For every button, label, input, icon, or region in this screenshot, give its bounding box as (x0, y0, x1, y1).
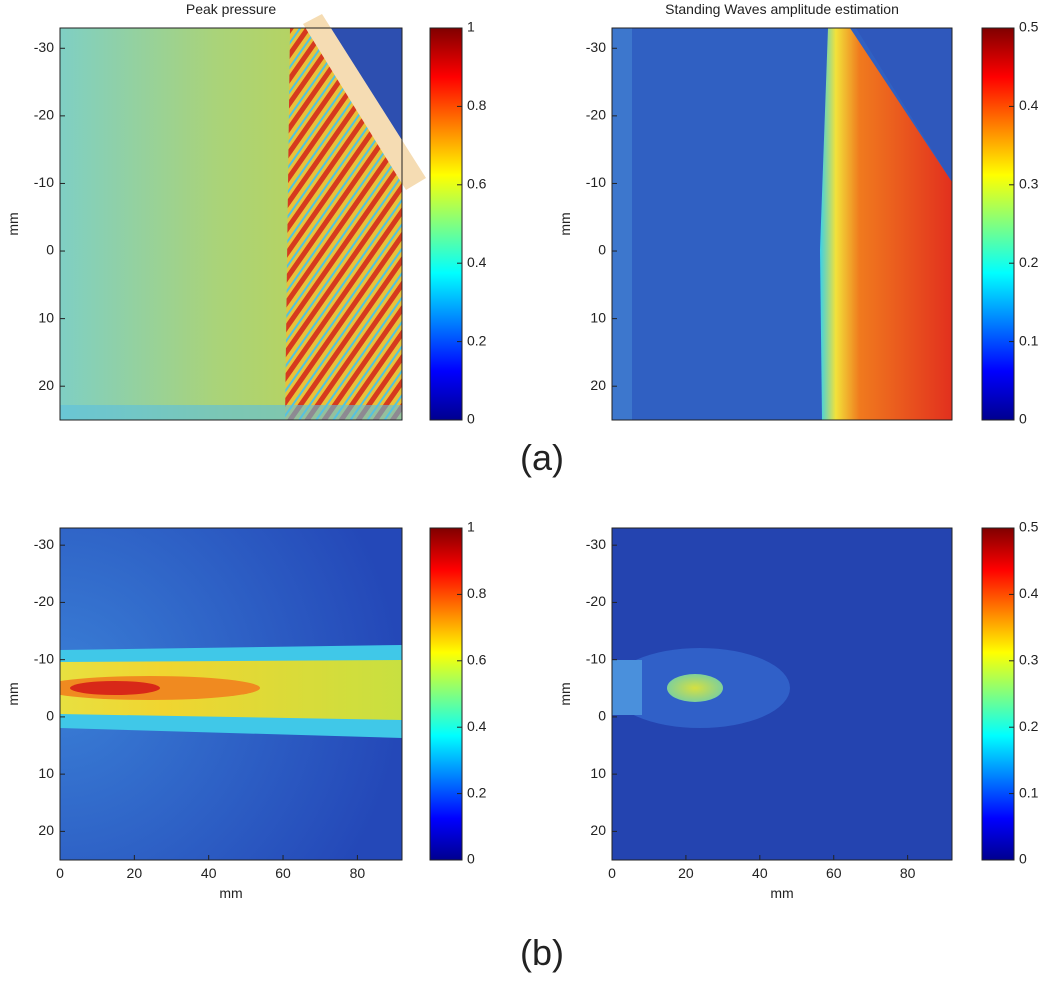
plot-frame (59, 527, 403, 861)
panel-label: (b) (520, 932, 564, 973)
plot-frame (611, 527, 953, 861)
field-shadow (856, 28, 952, 182)
y-tick-label: 10 (38, 765, 54, 781)
colorbar-tick-label: 0.4 (467, 254, 487, 270)
colorbar (429, 527, 463, 861)
y-tick-label: 10 (590, 765, 606, 781)
plot-frame (59, 27, 403, 421)
colorbar-tick-label: 1 (467, 19, 475, 35)
y-tick-label: -10 (586, 174, 606, 190)
x-tick-label: 80 (900, 865, 916, 881)
field (612, 528, 952, 860)
colorbar-tick-label: 0 (1019, 851, 1027, 867)
x-axis-label: mm (770, 885, 793, 901)
colorbar-tick-label: 1 (467, 519, 475, 535)
colorbar-tick-label: 0.8 (467, 585, 487, 601)
colorbar-tick-label: 0.2 (467, 784, 487, 800)
y-tick-label: 0 (46, 242, 54, 258)
x-tick-label: 0 (608, 865, 616, 881)
y-tick-label: 0 (46, 708, 54, 724)
y-tick-label: -10 (586, 650, 606, 666)
colorbar-tick-label: 0.3 (1019, 652, 1039, 668)
colorbar-tick-label: 0 (467, 851, 475, 867)
colorbar-tick-label: 0.5 (1019, 519, 1039, 535)
y-tick-label: -20 (586, 107, 606, 123)
y-tick-label: -10 (34, 650, 54, 666)
colorbar-tick-label: 0.4 (1019, 97, 1039, 113)
colorbar-tick-label: 0.4 (1019, 585, 1039, 601)
y-axis-label: mm (5, 212, 21, 235)
y-tick-label: -20 (34, 107, 54, 123)
colorbar-tick-label: 0.8 (467, 97, 487, 113)
y-tick-label: -30 (586, 536, 606, 552)
colorbar (981, 527, 1015, 861)
y-axis-label: mm (557, 682, 573, 705)
colorbar-tick-label: 0.2 (1019, 254, 1039, 270)
x-tick-label: 20 (127, 865, 143, 881)
x-tick-label: 60 (826, 865, 842, 881)
colorbar-tick-label: 0.3 (1019, 176, 1039, 192)
field-wedge (820, 28, 952, 420)
plot-frame (611, 27, 953, 421)
colorbar-tick-label: 0.6 (467, 652, 487, 668)
y-tick-label: -20 (586, 593, 606, 609)
panel-label: (a) (520, 437, 564, 478)
colorbar-tick-label: 0 (467, 411, 475, 427)
x-tick-label: 60 (275, 865, 291, 881)
y-tick-label: 0 (598, 242, 606, 258)
field (60, 528, 402, 860)
colorbar-tick-label: 0.5 (1019, 19, 1039, 35)
field-edge (612, 660, 642, 715)
x-tick-label: 40 (752, 865, 768, 881)
colorbar-tick-label: 0 (1019, 411, 1027, 427)
x-tick-label: 80 (350, 865, 366, 881)
colorbar-tick-label: 0.6 (467, 176, 487, 192)
reflector (303, 14, 426, 190)
y-tick-label: -30 (34, 39, 54, 55)
y-tick-label: -20 (34, 593, 54, 609)
y-axis-label: mm (5, 682, 21, 705)
y-tick-label: -30 (586, 39, 606, 55)
colorbar-tick-label: 0.2 (467, 332, 487, 348)
colorbar-tick-label: 0.2 (1019, 718, 1039, 734)
chart-title: Standing Waves amplitude estimation (665, 1, 899, 17)
colorbar (981, 27, 1015, 421)
x-tick-label: 40 (201, 865, 217, 881)
colorbar-tick-label: 0.1 (1019, 332, 1039, 348)
y-tick-label: 0 (598, 708, 606, 724)
y-tick-label: 20 (38, 822, 54, 838)
colorbar-tick-label: 0.4 (467, 718, 487, 734)
x-tick-label: 0 (56, 865, 64, 881)
y-tick-label: 10 (38, 309, 54, 325)
colorbar-tick-label: 0.1 (1019, 784, 1039, 800)
y-tick-label: 10 (590, 309, 606, 325)
field-edge (612, 28, 632, 420)
y-tick-label: 20 (590, 822, 606, 838)
x-axis-label: mm (219, 885, 242, 901)
y-axis-label: mm (557, 212, 573, 235)
y-tick-label: -10 (34, 174, 54, 190)
y-tick-label: 20 (38, 377, 54, 393)
field-spot (667, 674, 723, 702)
chart-title: Peak pressure (186, 1, 276, 17)
y-tick-label: 20 (590, 377, 606, 393)
colorbar (429, 27, 463, 421)
field-edge (60, 405, 402, 420)
y-tick-label: -30 (34, 536, 54, 552)
field (612, 28, 952, 420)
x-tick-label: 20 (678, 865, 694, 881)
field-focus-core (70, 681, 160, 695)
